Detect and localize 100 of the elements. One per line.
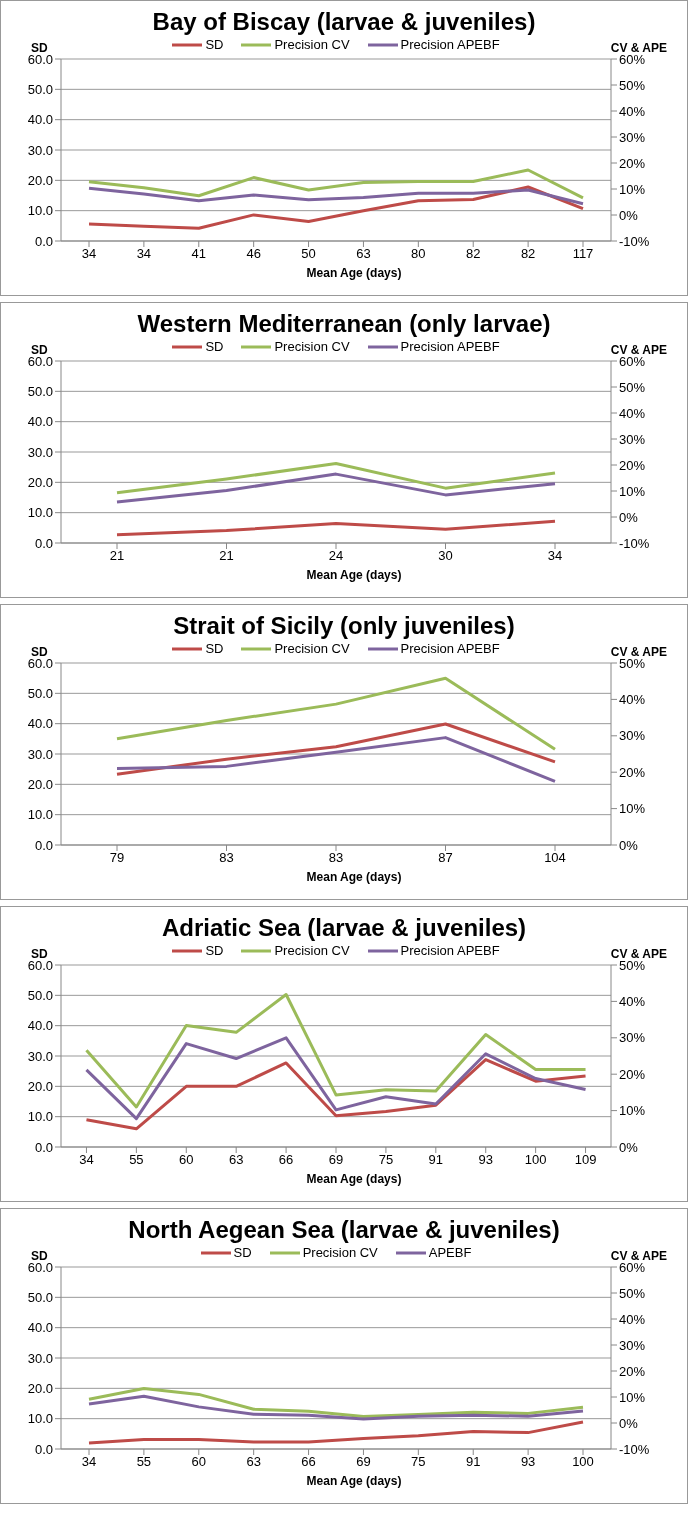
y-tick-label: 0.0 [34,837,53,853]
y-tick-label: 20.0 [27,474,53,490]
line-series [115,736,557,783]
x-tick-label: 66 [278,1152,294,1168]
legend-label: SD [204,641,224,656]
y-tick-label: 0.0 [34,233,53,249]
line-series [87,1420,585,1445]
y-tick-label: 50.0 [27,685,53,701]
x-tick-label: 34 [79,1152,94,1168]
y2-tick-label: 0% [619,509,639,525]
chart-title: Western Mediterranean (only larvae) [136,309,552,339]
x-tick-label: 30 [438,548,453,564]
line-series [84,1036,588,1121]
x-tick-label: 117 [572,246,594,262]
x-tick-label: 21 [219,548,234,564]
y2-tick-label: 50% [619,379,646,395]
chart-title: Adriatic Sea (larvae & juveniles) [160,913,528,943]
x-tick-label: 83 [328,850,344,866]
y-tick-label: 20.0 [27,172,53,188]
legend-label: Precision APEBF [399,37,500,52]
x-tick-label: 75 [378,1152,394,1168]
y2-tick-label: 40% [619,103,646,119]
x-tick-label: 21 [109,548,125,564]
y-tick-label: 30.0 [27,1350,53,1366]
line-series [115,472,557,504]
y-tick-label: 10.0 [27,1411,53,1427]
y-tick-label: 50.0 [27,987,53,1003]
x-tick-label: 80 [411,246,426,262]
x-axis-title: Mean Age (days) [305,567,403,583]
y2-tick-label: 30% [619,728,646,744]
line-series [87,186,585,206]
line-series [115,461,557,495]
y2-tick-label: 0% [619,207,639,223]
x-tick-label: 63 [246,1454,261,1470]
y2-tick-label: 20% [619,1363,646,1379]
y2-tick-label: -10% [619,535,650,551]
legend-label: Precision APEBF [399,943,500,958]
line-series [84,992,588,1109]
x-tick-label: 34 [81,246,97,262]
x-tick-label: 91 [465,1454,481,1470]
y-tick-label: 0.0 [34,535,53,551]
y2-tick-label: 0% [619,1139,639,1155]
y-tick-label: 10.0 [27,1109,53,1125]
y2-tick-label: 20% [619,155,646,171]
y-tick-label: 0.0 [34,1139,53,1155]
y-tick-label: 20.0 [27,1380,53,1396]
y2-tick-label: -10% [619,233,650,249]
y-tick-label: 30.0 [27,1048,53,1064]
legend-label: SD [204,37,224,52]
y2-tick-label: 40% [619,405,646,421]
x-tick-label: 82 [520,246,536,262]
x-tick-label: 63 [228,1152,244,1168]
line-series [115,676,557,751]
y2-tick-label: 0% [619,1415,639,1431]
x-tick-label: 69 [328,1152,344,1168]
y2-tick-label: 0% [619,837,639,853]
legend-label: Precision CV [273,641,350,656]
line-series [84,1058,588,1131]
line-series [87,1386,585,1418]
x-tick-label: 104 [544,850,566,866]
y2-tick-label: 30% [619,1337,646,1353]
chart-title: Strait of Sicily (only juveniles) [172,611,516,641]
y2-tick-label: 10% [619,181,646,197]
line-series [87,168,585,200]
x-tick-label: 50 [301,246,316,262]
y-tick-label: 10.0 [27,203,53,219]
y2-tick-label: 20% [619,764,646,780]
x-tick-label: 34 [136,246,152,262]
y-tick-label: 10.0 [27,807,53,823]
x-tick-label: 79 [109,850,125,866]
y-tick-label: 50.0 [27,81,53,97]
legend-label: Precision CV [273,339,350,354]
chart-title: Bay of Biscay (larvae & juveniles) [151,7,537,37]
y2-tick-label: 30% [619,129,646,145]
y-tick-label: 30.0 [27,746,53,762]
x-tick-label: 55 [129,1152,144,1168]
x-tick-label: 100 [572,1454,594,1470]
x-tick-label: 69 [356,1454,371,1470]
y2-tick-label: 50% [619,1285,646,1301]
x-tick-label: 63 [356,246,371,262]
x-tick-label: 91 [428,1152,444,1168]
x-axis-title: Mean Age (days) [305,869,403,885]
x-tick-label: 66 [301,1454,316,1470]
line-series [115,519,557,537]
y2-tick-label: 40% [619,692,646,708]
x-tick-label: 24 [328,548,344,564]
y2-tick-label: 20% [619,1066,646,1082]
x-tick-label: 55 [136,1454,152,1470]
x-tick-label: 87 [438,850,453,866]
y-tick-label: 40.0 [27,1320,53,1336]
y-tick-label: 20.0 [27,1078,53,1094]
y-tick-label: 50.0 [27,383,53,399]
y-tick-label: 40.0 [27,414,53,430]
y2-tick-label: 40% [619,1311,646,1327]
x-tick-label: 75 [411,1454,426,1470]
y2-tick-label: 20% [619,457,646,473]
y-tick-label: 40.0 [27,1018,53,1034]
x-tick-label: 93 [478,1152,493,1168]
y-tick-label: 20.0 [27,776,53,792]
y2-tick-label: -10% [619,1441,650,1457]
